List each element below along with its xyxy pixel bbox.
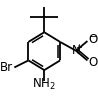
Text: −: − — [89, 32, 97, 42]
Text: N: N — [72, 44, 80, 57]
Text: Br: Br — [0, 61, 13, 74]
Text: +: + — [76, 43, 83, 52]
Text: O: O — [88, 33, 98, 46]
Text: NH$_2$: NH$_2$ — [32, 77, 56, 92]
Text: O: O — [88, 56, 98, 69]
